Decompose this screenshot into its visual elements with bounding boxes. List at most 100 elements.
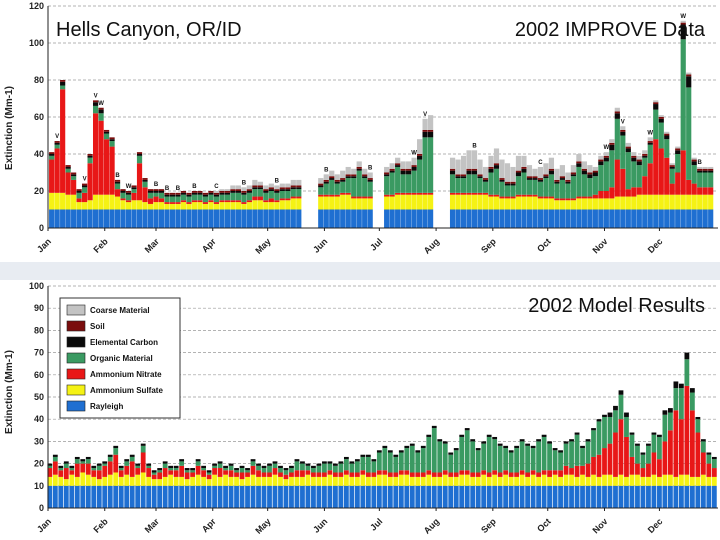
bar-segment-ammonium-nitrate (58, 470, 64, 477)
bar-segment-elemental-carbon (85, 456, 91, 460)
bar-segment-soil (455, 174, 461, 177)
bar-segment-coarse-material (219, 189, 225, 191)
bar-segment-ammonium-nitrate (208, 200, 214, 203)
bar-segment-ammonium-nitrate (603, 191, 609, 199)
bar-segment-organic-material (362, 178, 368, 197)
bar-segment-coarse-material (367, 172, 373, 179)
bar-segment-ammonium-nitrate (125, 200, 132, 203)
bar-segment-elemental-carbon (576, 163, 582, 167)
bar-segment-rayleigh (576, 209, 582, 228)
bar-segment-rayleigh (186, 209, 192, 228)
bar-segment-elemental-carbon (71, 174, 77, 177)
bar-segment-soil (246, 189, 252, 191)
bar-segment-ammonium-nitrate (179, 465, 185, 477)
bar-segment-elemental-carbon (118, 465, 124, 469)
month-label: May (253, 236, 272, 255)
bar-segment-organic-material (131, 189, 137, 193)
bar-segment-coarse-material (389, 163, 395, 169)
bar-segment-ammonium-sulfate (664, 194, 670, 210)
bar-segment-ammonium-sulfate (658, 194, 664, 210)
bar-segment-ammonium-sulfate (162, 476, 168, 486)
bar-segment-ammonium-nitrate (305, 470, 311, 475)
bar-segment-organic-material (541, 436, 547, 471)
bar-segment-elemental-carbon (470, 439, 476, 442)
bar-segment-ammonium-sulfate (329, 196, 335, 210)
bar-segment-ammonium-nitrate (563, 465, 569, 475)
bar-segment-coarse-material (241, 187, 247, 191)
bar-segment-elemental-carbon (186, 194, 192, 197)
bar-segment-elemental-carbon (202, 194, 209, 197)
bar-segment-organic-material (345, 178, 351, 193)
bar-segment-ammonium-nitrate (625, 189, 631, 197)
bar-segment-ammonium-sulfate (267, 476, 272, 486)
bar-segment-elemental-carbon (497, 443, 503, 446)
bar-segment-elemental-carbon (519, 439, 525, 442)
bar-segment-ammonium-sulfate (431, 476, 437, 486)
bar-segment-rayleigh (129, 485, 135, 508)
bar-segment-ammonium-sulfate (195, 474, 201, 486)
bar-segment-organic-material (202, 196, 209, 203)
bar-segment-rayleigh (113, 485, 119, 508)
bar-segment-elemental-carbon (620, 131, 626, 136)
bar-segment-elemental-carbon (492, 436, 498, 440)
bar-segment-ammonium-sulfate (689, 476, 695, 486)
bar-segment-organic-material (256, 465, 261, 471)
bar-segment-coarse-material (329, 170, 335, 177)
bar-segment-ammonium-nitrate (173, 470, 179, 477)
bar-segment-ammonium-nitrate (629, 456, 635, 475)
bar-segment-organic-material (580, 448, 585, 466)
y-tick-label: 40 (34, 149, 44, 159)
bar-segment-rayleigh (668, 485, 673, 508)
bar-segment-ammonium-sulfate (669, 194, 675, 210)
bar-segment-ammonium-sulfate (333, 476, 338, 486)
bar-segment-ammonium-nitrate (510, 196, 516, 199)
bar-segment-elemental-carbon (343, 456, 349, 460)
bar-segment-ammonium-sulfate (613, 476, 618, 486)
bar-segment-ammonium-nitrate (481, 470, 487, 475)
bar-segment-organic-material (481, 443, 487, 471)
bar-segment-rayleigh (449, 209, 456, 228)
bar-segment-elemental-carbon (334, 181, 340, 184)
bar-segment-ammonium-nitrate (285, 198, 291, 201)
bar-segment-organic-material (618, 394, 624, 420)
bar-segment-rayleigh (162, 485, 168, 508)
bar-segment-ammonium-sulfate (107, 474, 113, 486)
bar-segment-soil (543, 174, 549, 177)
bar-segment-ammonium-sulfate (657, 476, 662, 486)
bar-segment-ammonium-sulfate (356, 198, 362, 210)
bar-segment-coarse-material (356, 161, 362, 167)
bar-segment-ammonium-sulfate (642, 194, 648, 210)
bar-segment-organic-material (636, 165, 642, 188)
bar-segment-ammonium-nitrate (76, 198, 82, 203)
bar-segment-elemental-carbon (219, 192, 225, 195)
bar-segment-rayleigh (536, 485, 542, 508)
bar-segment-ammonium-sulfate (497, 476, 503, 486)
bar-segment-ammonium-sulfate (338, 476, 344, 486)
bar-segment-organic-material (257, 189, 263, 197)
bar-segment-organic-material (103, 133, 110, 140)
bar-segment-coarse-material (417, 139, 423, 154)
bar-segment-elemental-carbon (393, 454, 399, 457)
bar-segment-ammonium-sulfate (574, 476, 580, 486)
bar-segment-elemental-carbon (157, 468, 163, 471)
bar-segment-coarse-material (482, 166, 489, 179)
bar-segment-organic-material (197, 194, 203, 201)
bar-segment-rayleigh (340, 209, 346, 228)
bar-segment-ammonium-sulfate (365, 476, 371, 486)
bar-segment-ammonium-nitrate (426, 470, 432, 475)
bar-segment-organic-material (664, 139, 670, 158)
bar-segment-ammonium-sulfate (541, 474, 547, 486)
bar-segment-rayleigh (327, 485, 333, 508)
bar-segment-organic-material (708, 172, 714, 188)
bar-segment-ammonium-sulfate (470, 476, 476, 486)
bar-segment-ammonium-sulfate (197, 202, 203, 210)
bar-segment-rayleigh (618, 485, 624, 508)
bar-segment-organic-material (668, 412, 673, 431)
bar-segment-ammonium-sulfate (576, 198, 582, 210)
model-results-chart: 0 10 20 30 40 50 60 70 80 90 100 Jan Feb Mar Apr May Jun… (4, 281, 718, 536)
bar-segment-ammonium-nitrate (228, 470, 234, 477)
bar-segment-ammonium-nitrate (131, 192, 137, 201)
bar-segment-ammonium-sulfate (592, 198, 598, 210)
bar-segment-organic-material (585, 441, 591, 464)
bar-segment-organic-material (420, 448, 426, 473)
